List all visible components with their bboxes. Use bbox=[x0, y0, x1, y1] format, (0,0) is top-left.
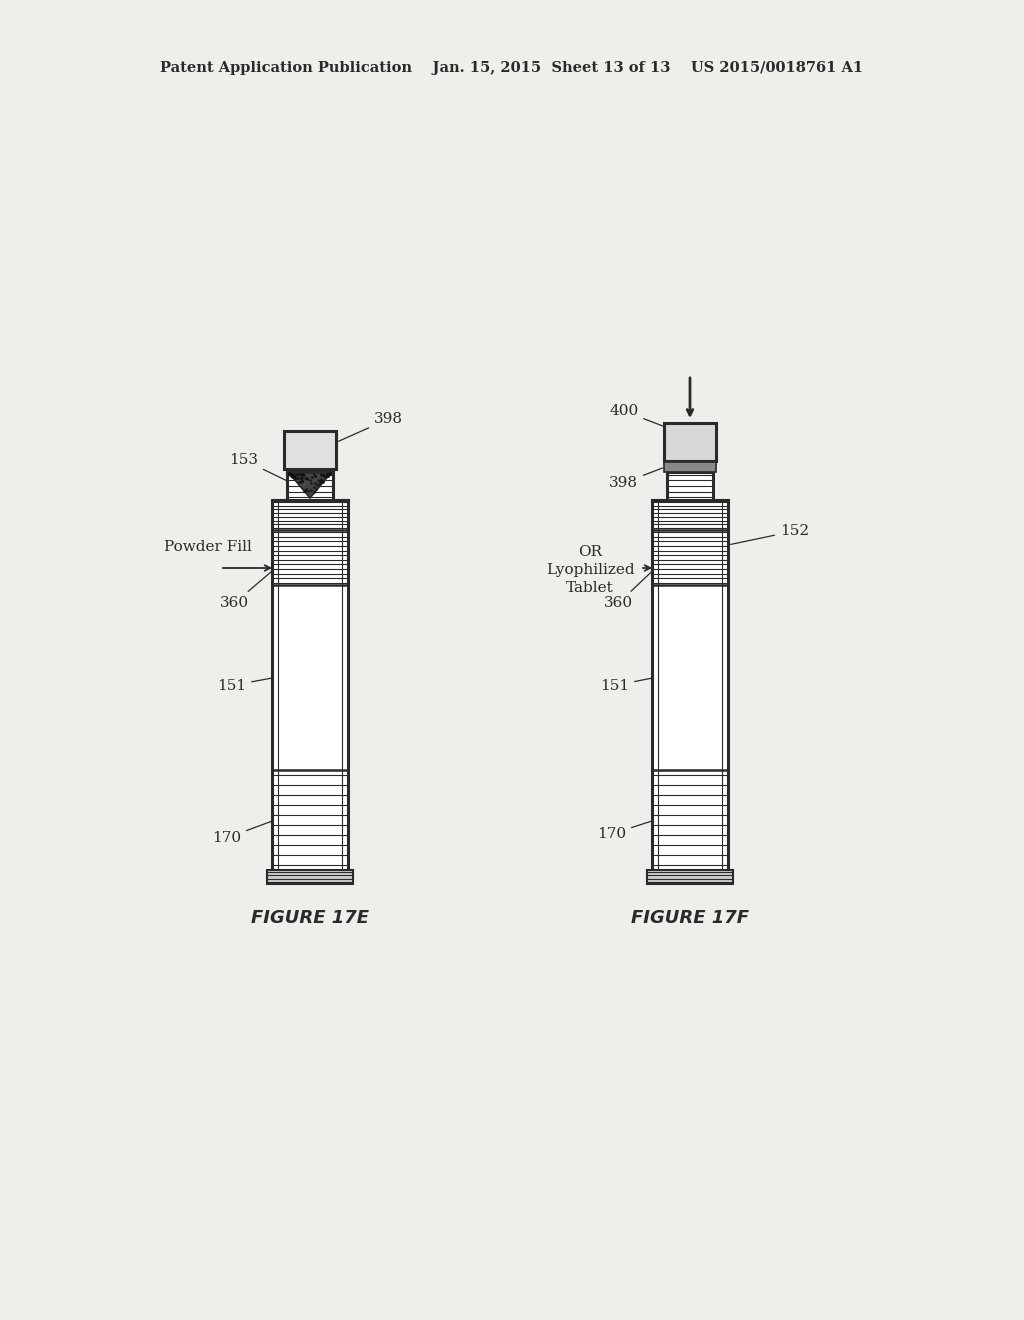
Text: Patent Application Publication    Jan. 15, 2015  Sheet 13 of 13    US 2015/00187: Patent Application Publication Jan. 15, … bbox=[161, 61, 863, 75]
Bar bbox=[287, 473, 333, 500]
Bar bbox=[647, 870, 733, 884]
Bar bbox=[652, 500, 728, 870]
Polygon shape bbox=[289, 473, 331, 498]
Text: 360: 360 bbox=[220, 570, 272, 610]
Bar bbox=[267, 870, 353, 884]
Bar bbox=[284, 432, 336, 469]
Text: 151: 151 bbox=[217, 678, 272, 693]
Text: 153: 153 bbox=[229, 453, 287, 480]
Text: 170: 170 bbox=[597, 821, 652, 841]
Text: 398: 398 bbox=[609, 469, 663, 490]
Bar bbox=[667, 473, 713, 500]
Text: Powder Fill: Powder Fill bbox=[164, 540, 252, 554]
Text: 398: 398 bbox=[339, 412, 403, 441]
Text: 360: 360 bbox=[604, 570, 653, 610]
Bar bbox=[664, 462, 716, 473]
Text: FIGURE 17E: FIGURE 17E bbox=[251, 909, 369, 927]
Text: 151: 151 bbox=[600, 678, 652, 693]
Bar bbox=[664, 422, 716, 461]
Text: 400: 400 bbox=[609, 404, 666, 426]
Text: FIGURE 17F: FIGURE 17F bbox=[631, 909, 749, 927]
Text: OR
Lyophilized
Tablet: OR Lyophilized Tablet bbox=[546, 545, 634, 595]
Text: 152: 152 bbox=[731, 524, 809, 544]
Text: 170: 170 bbox=[212, 821, 272, 845]
Bar bbox=[272, 500, 348, 870]
